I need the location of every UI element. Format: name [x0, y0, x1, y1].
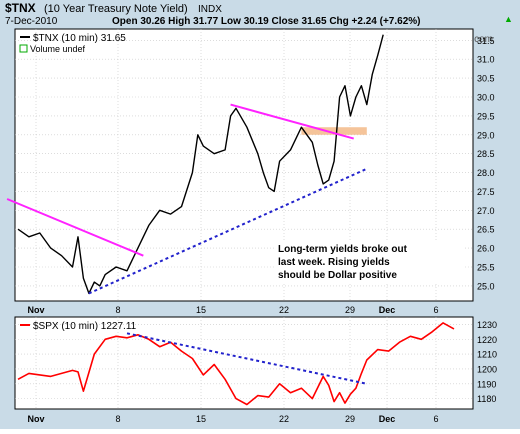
x-tick-label: 6: [433, 414, 438, 424]
x-tick-label: 6: [433, 305, 438, 315]
x-tick-label: 29: [345, 414, 355, 424]
y-tick-label: 26.5: [477, 225, 495, 235]
support-trendline: [88, 167, 368, 295]
y-tick-label: 1180: [477, 394, 496, 404]
tnx-plot: 25.0 25.5 26.0 26.5 27.0 27.5 28.0 28.5 29.0 29.5…: [6, 29, 495, 315]
series-line: [17, 34, 384, 295]
y-tick-label: 1210: [477, 350, 497, 360]
x-tick-label: Dec: [379, 305, 396, 315]
early-resistance: [6, 198, 144, 257]
y-tick-label: 27.5: [477, 187, 495, 197]
y-tick-label: 30.0: [477, 93, 495, 103]
y-tick-label: 28.0: [477, 168, 495, 178]
spx-downtrend: [126, 332, 368, 385]
annotation-box: [274, 241, 464, 283]
header-exchange: INDX: [198, 4, 222, 15]
x-tick-label: 29: [345, 305, 355, 315]
header-description: (10 Year Treasury Note Yield): [44, 3, 188, 15]
x-tick-label: Nov: [27, 305, 44, 315]
y-tick-label: 1190: [477, 379, 496, 389]
x-tick-label: 8: [115, 305, 120, 315]
y-tick-label: 27.0: [477, 206, 495, 216]
spx-legend: $SPX (10 min) 1227.11: [33, 321, 137, 332]
y-tick-label: 1230: [477, 320, 497, 330]
x-tick-label: 15: [196, 414, 206, 424]
x-tick-label: 22: [279, 305, 289, 315]
x-tick-label: 15: [196, 305, 206, 315]
y-tick-label: 26.0: [477, 244, 495, 254]
header-date: 7-Dec-2010: [5, 16, 58, 27]
y-tick-label: 28.5: [477, 149, 495, 159]
annotation-line-2: last week. Rising yields: [278, 257, 390, 268]
y-tick-label: 31.0: [477, 55, 495, 65]
annotation-line-1: Long-term yields broke out: [278, 244, 408, 255]
volume-legend-swatch: [19, 44, 28, 53]
y-tick-label: 29.0: [477, 130, 495, 140]
header-symbol: $TNX: [5, 1, 36, 15]
header-ohlc: Open 30.26 High 31.77 Low 30.19 Close 31…: [112, 16, 420, 27]
y-tick-label: 30.5: [477, 74, 495, 84]
y-tick-label: 31.5: [477, 36, 495, 46]
y-tick-label: 25.0: [477, 281, 495, 291]
y-tick-label: 1220: [477, 335, 497, 345]
y-tick-label: 1200: [477, 364, 497, 374]
breakout-zone: [301, 127, 367, 135]
y-tick-label: 25.5: [477, 263, 495, 273]
x-tick-label: Dec: [379, 414, 396, 424]
annotation-line-3: should be Dollar positive: [278, 270, 397, 281]
x-tick-label: Nov: [27, 414, 44, 424]
y-tick-label: 29.5: [477, 111, 495, 121]
series-line: [17, 322, 455, 406]
spx-plot: 1180 1190 1200 1210 1220 1230 Nov 8 15 22 29 Dec 6: [15, 317, 497, 424]
triangle-resistance: [230, 103, 354, 140]
tnx-legend: $TNX (10 min) 31.65: [33, 33, 126, 44]
up-arrow-icon: ▲: [504, 14, 513, 24]
x-tick-label: 22: [279, 414, 289, 424]
x-tick-label: 8: [115, 414, 120, 424]
volume-legend: Volume undef: [30, 44, 86, 54]
